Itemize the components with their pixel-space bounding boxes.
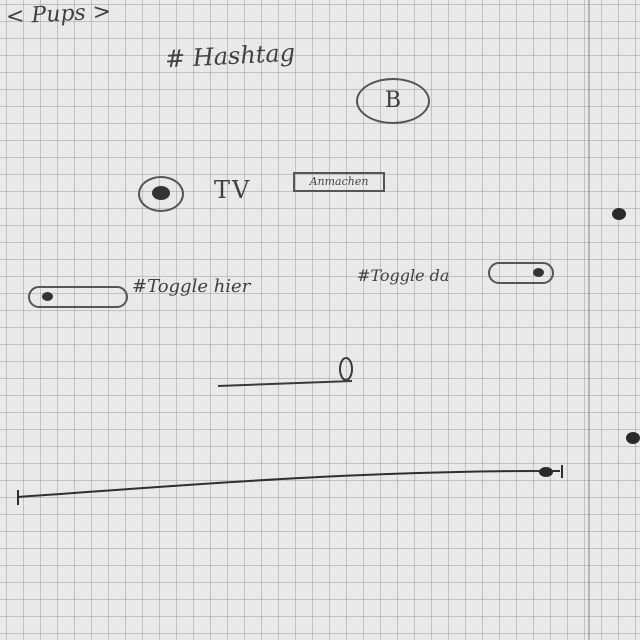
radio-selected-dot <box>152 186 170 200</box>
toggle-hier-knob <box>42 292 53 301</box>
toggle-da-label: #Toggle da <box>357 266 450 285</box>
punch-hole <box>612 208 626 220</box>
toggle-hier-switch[interactable] <box>28 286 128 308</box>
round-b-button-label: B <box>384 88 402 113</box>
tv-radio-button[interactable] <box>138 176 184 212</box>
toggle-da-switch[interactable] <box>488 262 554 284</box>
toggle-da-knob <box>533 268 544 277</box>
small-slider-track <box>217 380 353 387</box>
anmachen-button[interactable]: Anmachen <box>293 172 385 192</box>
large-slider-handle[interactable] <box>539 467 553 477</box>
small-slider[interactable] <box>217 357 353 387</box>
toggle-hier-label: #Toggle hier <box>132 276 251 297</box>
large-slider[interactable] <box>17 465 563 505</box>
large-slider-track <box>17 469 561 498</box>
paper-margin-line <box>588 0 590 640</box>
tv-radio-label: TV <box>214 176 252 204</box>
small-slider-handle[interactable] <box>339 357 353 381</box>
round-b-button[interactable]: B <box>356 78 430 124</box>
punch-hole <box>626 432 640 444</box>
